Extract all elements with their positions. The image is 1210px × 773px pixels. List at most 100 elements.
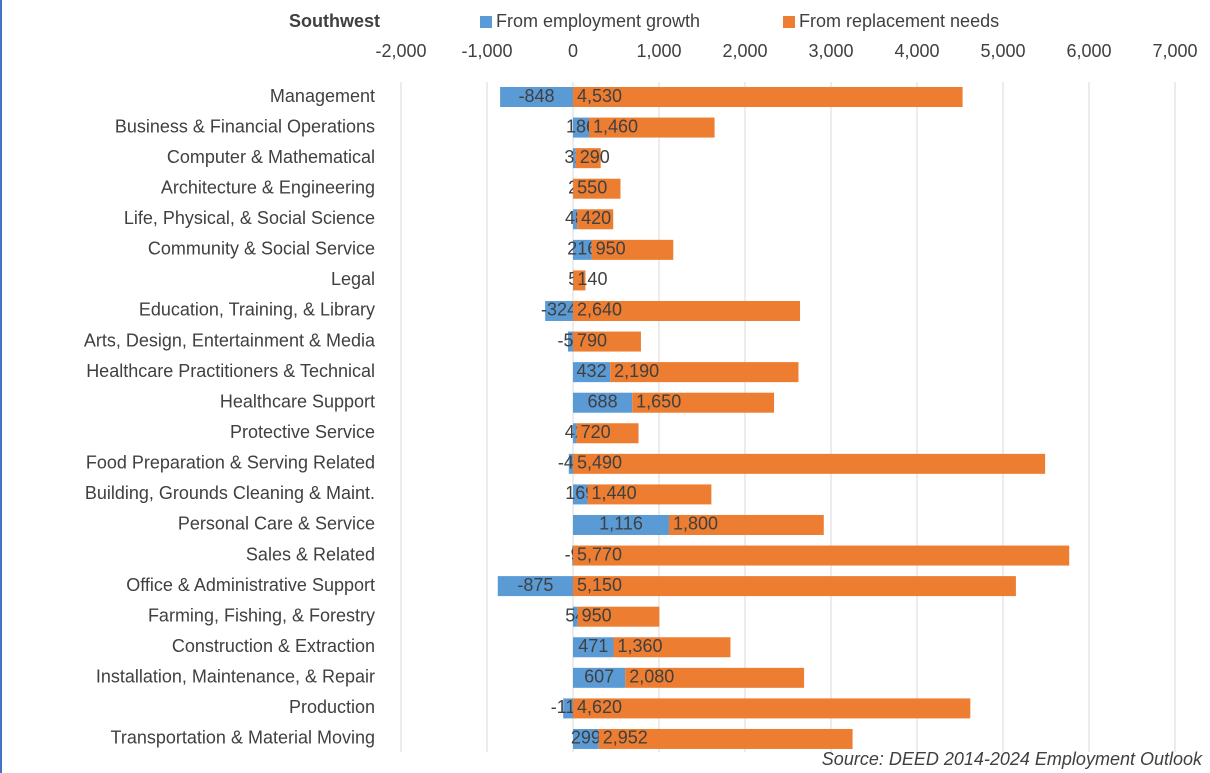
bar-segment	[576, 423, 639, 444]
bar-segment	[573, 698, 971, 719]
y-tick-label: Education, Training, & Library	[139, 300, 375, 320]
bar-segment	[573, 331, 641, 352]
data-label: -875	[517, 575, 553, 595]
bar-segment	[573, 148, 576, 169]
data-label: 607	[584, 667, 614, 687]
data-label: 550	[577, 177, 607, 197]
y-tick-label: Installation, Maintenance, & Repair	[96, 667, 375, 687]
legend-swatch	[480, 16, 492, 28]
y-tick-label: Arts, Design, Entertainment & Media	[84, 330, 376, 350]
bar-segment	[573, 484, 588, 505]
x-tick-label: -1,000	[461, 41, 512, 61]
bar-segment	[588, 117, 715, 138]
bar-segment	[625, 667, 805, 688]
bar-segment	[545, 300, 573, 321]
bar-segment	[573, 87, 963, 107]
data-label: 5,490	[577, 453, 622, 473]
bar-segment	[573, 239, 592, 260]
x-tick-label: 3,000	[808, 41, 853, 61]
bar-segment	[598, 728, 853, 749]
data-label: 1,800	[673, 514, 718, 534]
data-label: 1,650	[636, 391, 681, 411]
y-tick-label: Community & Social Service	[148, 239, 375, 259]
data-label: 5,150	[577, 575, 622, 595]
bar-segment	[573, 178, 621, 199]
x-tick-label: 1,000	[636, 41, 681, 61]
legend-label: From employment growth	[496, 11, 700, 31]
y-tick-label: Life, Physical, & Social Science	[124, 208, 375, 228]
y-tick-label: Healthcare Support	[220, 391, 375, 411]
bar-segment	[573, 576, 1016, 597]
bar-segment	[573, 423, 577, 444]
y-tick-label: Personal Care & Service	[178, 514, 375, 534]
legend-label: From replacement needs	[799, 11, 999, 31]
y-tick-label: Healthcare Practitioners & Technical	[86, 361, 375, 381]
data-label: 140	[577, 269, 607, 289]
data-label: 950	[596, 239, 626, 259]
bar-segment	[573, 728, 599, 749]
data-label: 4,620	[577, 697, 622, 717]
data-label: 790	[577, 330, 607, 350]
data-label: -324	[541, 300, 577, 320]
x-tick-label: 6,000	[1066, 41, 1111, 61]
bar-segment	[573, 392, 633, 413]
data-label: 5,770	[577, 544, 622, 564]
y-tick-label: Office & Administrative Support	[126, 575, 375, 595]
data-label: 420	[581, 208, 611, 228]
data-label: 186	[566, 116, 596, 136]
data-label: 432	[577, 361, 607, 381]
bar-segment	[568, 331, 573, 352]
data-label: 720	[581, 422, 611, 442]
y-tick-label: Building, Grounds Cleaning & Maint.	[85, 483, 375, 503]
data-label: 1,116	[599, 514, 643, 534]
y-tick-label: Farming, Fishing, & Forestry	[148, 605, 375, 625]
data-label: 2,190	[614, 361, 659, 381]
x-tick-label: 7,000	[1152, 41, 1197, 61]
bar-segment	[573, 545, 1070, 566]
chart-title: Southwest	[289, 11, 380, 31]
source-note: Source: DEED 2014-2024 Employment Outloo…	[822, 749, 1203, 769]
data-label: 290	[580, 147, 610, 167]
data-label: 471	[578, 636, 608, 656]
bar-segment	[573, 209, 578, 230]
x-tick-label: 0	[568, 41, 578, 61]
data-label: 688	[588, 391, 618, 411]
bar-segment	[613, 637, 731, 658]
data-label: 299	[571, 728, 601, 748]
y-tick-label: Protective Service	[230, 422, 375, 442]
bar-segment	[587, 484, 712, 505]
bar-segment	[573, 667, 626, 688]
data-label: 2	[568, 177, 578, 197]
y-tick-label: Sales & Related	[246, 544, 375, 564]
bar-segment	[500, 87, 573, 107]
bar-segment	[632, 392, 775, 413]
bar-segment	[573, 637, 614, 658]
bar-segment	[577, 606, 660, 627]
bar-segment	[572, 545, 573, 566]
bar-segment	[591, 239, 674, 260]
bar-segment	[573, 270, 586, 291]
x-tick-label: 2,000	[722, 41, 767, 61]
data-label: 2,640	[577, 300, 622, 320]
bar-segment	[573, 606, 578, 627]
data-label: 950	[582, 605, 612, 625]
x-tick-label: 5,000	[980, 41, 1025, 61]
bar-segment	[573, 453, 1046, 474]
data-label: 1,460	[593, 116, 638, 136]
y-tick-label: Legal	[331, 269, 375, 289]
data-label: 5	[568, 269, 578, 289]
bar-segment	[610, 362, 799, 383]
bar-segment	[563, 698, 573, 719]
y-tick-label: Construction & Extraction	[172, 636, 375, 656]
y-tick-label: Management	[270, 86, 375, 106]
y-tick-label: Computer & Mathematical	[167, 147, 375, 167]
bar-segment	[573, 300, 801, 321]
y-tick-label: Business & Financial Operations	[115, 116, 375, 136]
y-tick-label: Food Preparation & Serving Related	[86, 453, 375, 473]
x-tick-label: -2,000	[375, 41, 426, 61]
y-tick-label: Architecture & Engineering	[161, 177, 375, 197]
data-label: -848	[519, 86, 555, 106]
data-label: 216	[567, 239, 597, 259]
y-tick-label: Production	[289, 697, 375, 717]
